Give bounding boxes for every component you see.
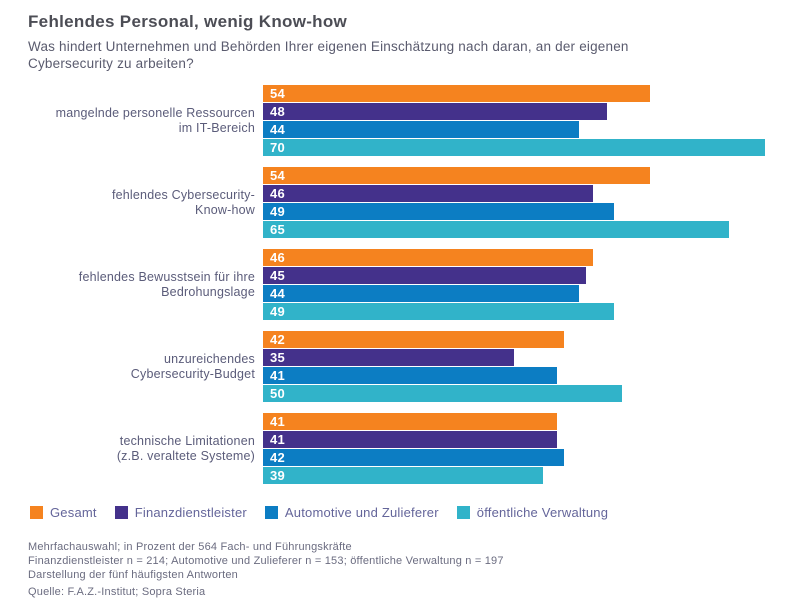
legend-item: Finanzdienstleister [114,505,247,520]
bar-group: fehlendes Cybersecurity- Know-how 54 46 49 6… [28,167,780,238]
bar-gesamt: 41 [263,413,557,430]
bar-value-label: 44 [270,122,286,137]
bar-group: fehlendes Bewusstsein für ihre Bedrohung… [28,249,780,320]
bar-finanzdienstleister: 46 [263,185,593,202]
bar-track: 54 48 44 70 [263,85,773,156]
bar-value-label: 39 [270,468,286,483]
bar-finanzdienstleister: 35 [263,349,514,366]
bar-automotive-und-zulieferer: 42 [263,449,564,466]
chart-subtitle: Was hindert Unternehmen und Behörden Ihr… [28,39,629,71]
legend-label: Gesamt [50,505,97,520]
bar-automotive-und-zulieferer: 44 [263,121,579,138]
bar-value-label: 54 [270,86,286,101]
bar--ffentliche-verwaltung: 49 [263,303,614,320]
bar-finanzdienstleister: 45 [263,267,586,284]
legend-label: Finanzdienstleister [134,505,247,520]
category-label: mangelnde personelle Ressourcen im IT-Be… [55,105,255,135]
bar-value-label: 70 [270,140,286,155]
footnote-line: Mehrfachauswahl; in Prozent der 564 Fach… [28,541,352,553]
legend-item: Gesamt [30,505,97,520]
bar-automotive-und-zulieferer: 41 [263,367,557,384]
source-note: Quelle: F.A.Z.-Institut; Sopra Steria [28,586,206,598]
bar--ffentliche-verwaltung: 65 [263,221,729,238]
footnotes: Mehrfachauswahl; in Prozent der 564 Fach… [28,540,780,599]
footnote-line: Finanzdienstleister n = 214; Automotive … [28,555,504,567]
bar--ffentliche-verwaltung: 50 [263,385,622,402]
bar-track: 42 35 41 50 [263,331,773,402]
category-label: fehlendes Bewusstsein für ihre Bedrohung… [78,269,255,299]
legend-item: Automotive und Zulieferer [264,505,439,520]
bar-finanzdienstleister: 48 [263,103,607,120]
bar-value-label: 49 [270,204,286,219]
legend-label: Automotive und Zulieferer [284,505,439,520]
bar--ffentliche-verwaltung: 70 [263,139,765,156]
bar-group: technische Limitationen (z.B. veraltete … [28,413,780,484]
bar-chart: mangelnde personelle Ressourcen im IT-Be… [28,85,780,484]
bar-value-label: 41 [270,432,286,447]
chart-title: Fehlendes Personal, wenig Know-how [28,12,348,31]
legend-swatch-icon [456,506,470,519]
category-label: fehlendes Cybersecurity- Know-how [111,187,255,217]
legend-swatch-icon [264,506,278,519]
bar-value-label: 41 [270,368,286,383]
bar-group: unzureichendes Cybersecurity-Budget 42 35 4… [28,331,780,402]
bar-value-label: 42 [270,450,286,465]
category-label: unzureichendes Cybersecurity-Budget [130,351,255,381]
bar-value-label: 48 [270,104,286,119]
bar-value-label: 46 [270,186,286,201]
bar-value-label: 49 [270,304,286,319]
category-label: technische Limitationen (z.B. veraltete … [116,433,255,463]
bar-value-label: 41 [270,414,286,429]
bar-value-label: 35 [270,350,286,365]
bar-group: mangelnde personelle Ressourcen im IT-Be… [28,85,780,156]
bar-track: 54 46 49 65 [263,167,773,238]
legend-label: öffentliche Verwaltung [476,505,609,520]
bar-value-label: 45 [270,268,286,283]
bar-automotive-und-zulieferer: 44 [263,285,579,302]
bar-gesamt: 46 [263,249,593,266]
bar-gesamt: 54 [263,167,650,184]
bar-value-label: 44 [270,286,286,301]
bar-value-label: 54 [270,168,286,183]
bar-gesamt: 54 [263,85,650,102]
bar-value-label: 46 [270,250,286,265]
bar-value-label: 50 [270,386,286,401]
bar-automotive-und-zulieferer: 49 [263,203,614,220]
legend-swatch-icon [30,506,43,519]
bar--ffentliche-verwaltung: 39 [263,467,543,484]
footnote-line: Darstellung der fünf häufigsten Antworte… [28,569,238,581]
bar-track: 41 41 42 39 [263,413,773,484]
bar-finanzdienstleister: 41 [263,431,557,448]
legend-swatch-icon [114,506,128,519]
bar-gesamt: 42 [263,331,564,348]
bar-track: 46 45 44 49 [263,249,773,320]
legend: Gesamt Finanzdienstleister Automotive und … [30,505,780,520]
legend-item: öffentliche Verwaltung [456,505,609,520]
bar-value-label: 65 [270,222,286,237]
bar-value-label: 42 [270,332,286,347]
